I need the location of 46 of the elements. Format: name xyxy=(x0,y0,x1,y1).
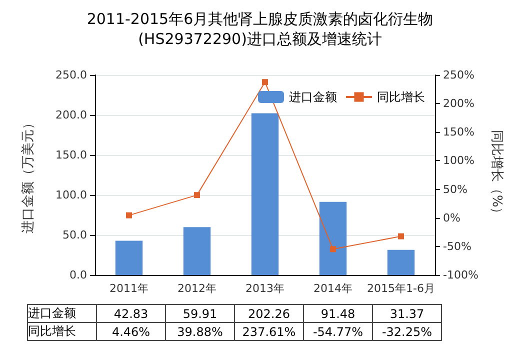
bar xyxy=(251,113,279,275)
bar xyxy=(183,227,211,275)
point xyxy=(126,212,132,218)
y2-tick-label: 250% xyxy=(443,68,474,82)
y-tick-label: 100.0 xyxy=(56,188,87,202)
point xyxy=(398,233,404,240)
point xyxy=(262,79,268,86)
data-label: 42.83 xyxy=(96,304,166,322)
bar xyxy=(387,250,415,275)
text: 进口金额 xyxy=(28,306,76,320)
data-label: 91.48 xyxy=(304,304,372,322)
y-axis-title: 进口金额（万美元） xyxy=(20,116,36,234)
chart-title: 2011-2015年6月其他肾上腺皮质激素的卤化衍生物 (HS29372290)进口总额及增速统计 xyxy=(86,10,434,48)
x-tick-label: 2015年1-6月 xyxy=(367,282,435,295)
data-label: 4.46% xyxy=(96,322,166,340)
data-label: -32.25% xyxy=(372,322,442,340)
data-label: 202.26 xyxy=(234,304,304,322)
x-tick-label: 2012年 xyxy=(178,282,216,295)
text: 同比增长 xyxy=(28,324,76,338)
data-label: 31.37 xyxy=(372,304,442,322)
bar xyxy=(115,240,143,275)
y-tick-label: 250.0 xyxy=(56,68,87,82)
bar xyxy=(319,202,347,275)
data-label: 39.88% xyxy=(166,322,234,340)
y2-tick-label: 200% xyxy=(443,97,474,110)
legend-label: 同比增长 xyxy=(377,90,425,104)
point xyxy=(194,192,200,198)
data-label: 237.61% xyxy=(234,322,304,340)
legend-label: 进口金额 xyxy=(289,90,337,104)
point xyxy=(330,246,336,252)
y2-tick-label: 100% xyxy=(443,154,474,168)
x-tick-label: 2011年 xyxy=(110,282,148,295)
y2-tick-label: 150% xyxy=(443,126,474,139)
y2-axis-title: 同比增长（%） xyxy=(489,130,504,220)
y2-tick-label: 0% xyxy=(443,211,460,224)
x-tick-label: 2013年 xyxy=(246,282,284,295)
data-label: 59.91 xyxy=(166,304,234,322)
y-tick-label: 150.0 xyxy=(56,148,87,162)
x-tick-label: 2014年 xyxy=(314,282,352,295)
y-tick-label: 0.0 xyxy=(70,268,87,282)
y2-tick-label: -50% xyxy=(443,240,472,253)
y2-tick-label: 50% xyxy=(443,182,468,196)
data-label: -54.77% xyxy=(304,322,372,340)
y-tick-label: 50.0 xyxy=(62,228,87,242)
y2-tick-label: -100% xyxy=(443,268,478,282)
y-tick-label: 200.0 xyxy=(56,108,87,122)
